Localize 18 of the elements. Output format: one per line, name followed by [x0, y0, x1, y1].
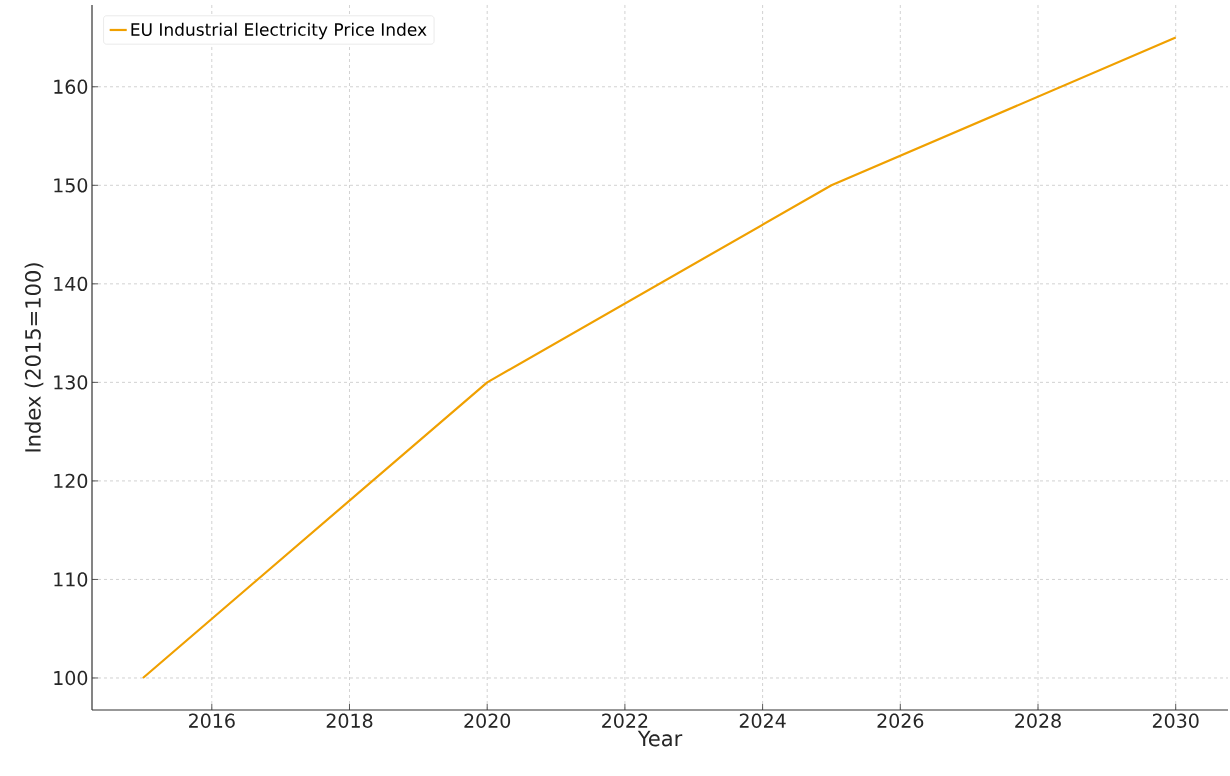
- y-tick-label: 150: [54, 178, 88, 193]
- y-tick-label: 130: [54, 375, 88, 390]
- x-tick-label: 2028: [1015, 713, 1061, 728]
- x-axis-title: Year: [637, 730, 683, 747]
- y-tick-label: 100: [54, 670, 88, 686]
- x-tick-label: 2022: [602, 713, 648, 728]
- x-tick-label: 2016: [189, 713, 235, 728]
- y-tick-label: 120: [54, 473, 88, 489]
- x-tick-label: 2020: [464, 713, 511, 728]
- y-axis-title: Index (2015=100): [24, 263, 44, 452]
- x-tick-label: 2026: [877, 713, 924, 728]
- x-tick-label: 2030: [1152, 713, 1199, 728]
- y-tick-label: 140: [54, 276, 88, 292]
- y-tick-label: 160: [54, 79, 88, 94]
- x-tick-label: 2018: [326, 713, 373, 728]
- y-tick-label: 110: [54, 572, 88, 587]
- legend-label: EU Industrial Electricity Price Index: [131, 22, 427, 40]
- x-tick-label: 2024: [739, 713, 786, 728]
